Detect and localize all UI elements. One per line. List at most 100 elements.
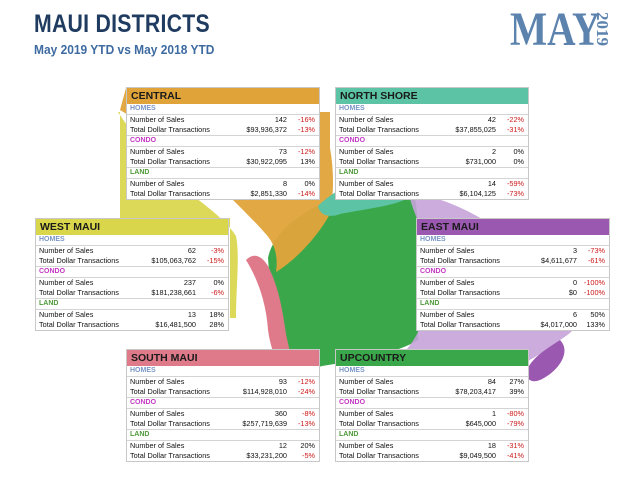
homes-label: HOMES xyxy=(127,104,319,115)
homes-dollars-change: -31% xyxy=(506,125,524,134)
land-sales: 6 xyxy=(572,310,577,319)
central-header: CENTRAL xyxy=(127,88,319,104)
dollars-label: Total Dollar Transactions xyxy=(130,157,210,166)
land-label: LAND xyxy=(336,430,528,441)
east-maui-panel: EAST MAUI HOMES Number of Sales 3 -73% Tot… xyxy=(416,218,610,331)
sales-label: Number of Sales xyxy=(420,278,475,287)
dollars-label: Total Dollar Transactions xyxy=(130,419,210,428)
condo-label: CONDO xyxy=(336,398,528,409)
homes-sales: 142 xyxy=(274,115,287,124)
dollars-label: Total Dollar Transactions xyxy=(420,256,500,265)
land-dollars: $16,481,500 xyxy=(155,320,196,329)
sales-label: Number of Sales xyxy=(339,441,394,450)
homes-label: HOMES xyxy=(336,366,528,377)
central-panel: CENTRAL HOMES Number of Sales 142 -16% Tot… xyxy=(126,87,320,200)
homes-sales-change: 27% xyxy=(509,377,524,386)
homes-sales: 62 xyxy=(187,246,196,255)
land-label: LAND xyxy=(417,299,609,310)
condo-sales-change: -8% xyxy=(302,409,315,418)
condo-dollars-change: -13% xyxy=(297,419,315,428)
sales-label: Number of Sales xyxy=(130,115,185,124)
page-title: MAUI DISTRICTS xyxy=(34,10,210,38)
homes-label: HOMES xyxy=(336,104,528,115)
homes-dollars-change: -61% xyxy=(587,256,605,265)
dollars-label: Total Dollar Transactions xyxy=(39,320,119,329)
homes-sales: 84 xyxy=(487,377,496,386)
sales-label: Number of Sales xyxy=(420,246,475,255)
land-sales: 13 xyxy=(187,310,196,319)
land-dollars: $2,851,330 xyxy=(250,189,287,198)
condo-label: CONDO xyxy=(336,136,528,147)
homes-label: HOMES xyxy=(36,235,228,246)
land-dollars-change: -14% xyxy=(297,189,315,198)
sales-label: Number of Sales xyxy=(130,409,185,418)
homes-dollars: $114,928,010 xyxy=(242,387,287,396)
homes-sales: 42 xyxy=(487,115,496,124)
condo-label: CONDO xyxy=(127,136,319,147)
condo-sales: 2 xyxy=(491,147,496,156)
land-label: LAND xyxy=(127,430,319,441)
dollars-label: Total Dollar Transactions xyxy=(130,189,210,198)
condo-sales-change: 0% xyxy=(213,278,224,287)
homes-dollars-change: -13% xyxy=(297,125,315,134)
homes-dollars: $37,855,025 xyxy=(455,125,496,134)
land-dollars: $6,104,125 xyxy=(459,189,496,198)
west-maui-panel: WEST MAUI HOMES Number of Sales 62 -3% Tot… xyxy=(35,218,229,331)
sales-label: Number of Sales xyxy=(339,409,394,418)
homes-dollars: $4,611,677 xyxy=(541,256,577,265)
dollars-label: Total Dollar Transactions xyxy=(420,320,500,329)
land-dollars-change: 133% xyxy=(586,320,605,329)
upcountry-panel: UPCOUNTRY HOMES Number of Sales 84 27% Tot… xyxy=(335,349,529,462)
east-maui-header: EAST MAUI xyxy=(417,219,609,235)
condo-sales: 237 xyxy=(183,278,196,287)
land-sales-change: 50% xyxy=(590,310,605,319)
sales-label: Number of Sales xyxy=(39,246,94,255)
sales-label: Number of Sales xyxy=(130,441,185,450)
homes-sales: 3 xyxy=(572,246,577,255)
land-dollars: $33,231,200 xyxy=(246,451,287,460)
homes-sales-change: -73% xyxy=(587,246,605,255)
sales-label: Number of Sales xyxy=(39,278,94,287)
sales-label: Number of Sales xyxy=(339,115,394,124)
condo-dollars-change: 0% xyxy=(513,157,524,166)
condo-label: CONDO xyxy=(127,398,319,409)
dollars-label: Total Dollar Transactions xyxy=(130,125,210,134)
land-label: LAND xyxy=(36,299,228,310)
condo-sales-change: -12% xyxy=(297,147,315,156)
homes-sales: 93 xyxy=(278,377,287,386)
month-label: MAY xyxy=(510,3,601,56)
sales-label: Number of Sales xyxy=(130,377,185,386)
land-dollars-change: 28% xyxy=(209,320,224,329)
dollars-label: Total Dollar Transactions xyxy=(339,387,419,396)
land-sales: 14 xyxy=(487,179,496,188)
condo-label: CONDO xyxy=(417,267,609,278)
sales-label: Number of Sales xyxy=(39,310,94,319)
south-maui-header: SOUTH MAUI xyxy=(127,350,319,366)
dollars-label: Total Dollar Transactions xyxy=(339,451,419,460)
sales-label: Number of Sales xyxy=(420,310,475,319)
homes-sales-change: -12% xyxy=(297,377,315,386)
dollars-label: Total Dollar Transactions xyxy=(130,387,210,396)
page-subtitle: May 2019 YTD vs May 2018 YTD xyxy=(34,42,215,57)
north-shore-panel: NORTH SHORE HOMES Number of Sales 42 -22% … xyxy=(335,87,529,200)
condo-sales: 360 xyxy=(274,409,287,418)
condo-dollars: $645,000 xyxy=(465,419,496,428)
homes-dollars-change: 39% xyxy=(509,387,524,396)
condo-sales-change: 0% xyxy=(513,147,524,156)
homes-sales-change: -22% xyxy=(506,115,524,124)
sales-label: Number of Sales xyxy=(339,179,394,188)
dollars-label: Total Dollar Transactions xyxy=(39,288,119,297)
sales-label: Number of Sales xyxy=(339,377,394,386)
homes-dollars-change: -24% xyxy=(297,387,315,396)
condo-dollars: $181,238,661 xyxy=(151,288,196,297)
condo-dollars: $0 xyxy=(568,288,577,297)
year-label: 2019 xyxy=(593,12,612,46)
land-dollars-change: -73% xyxy=(506,189,524,198)
upcountry-header: UPCOUNTRY xyxy=(336,350,528,366)
east-maui-tail xyxy=(526,340,565,382)
west-maui-header: WEST MAUI xyxy=(36,219,228,235)
land-sales-change: 0% xyxy=(304,179,315,188)
condo-sales: 1 xyxy=(491,409,496,418)
condo-sales: 0 xyxy=(572,278,577,287)
sales-label: Number of Sales xyxy=(130,147,185,156)
